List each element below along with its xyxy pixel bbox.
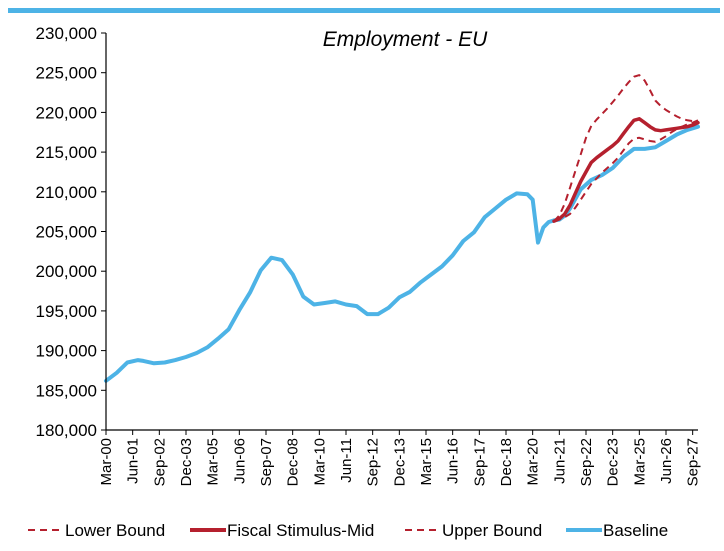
top-rule xyxy=(8,8,720,13)
series-line-lower-bound xyxy=(553,119,699,223)
y-tick-label: 190,000 xyxy=(36,342,97,361)
y-tick-label: 205,000 xyxy=(36,223,97,242)
axes-layer xyxy=(105,33,698,431)
y-tick-label: 200,000 xyxy=(36,262,97,281)
x-tick-label: Jun-01 xyxy=(125,438,142,484)
x-tick-label: Mar-10 xyxy=(311,438,328,486)
x-tick-label: Sep-27 xyxy=(685,438,702,486)
x-tick-label: Jun-11 xyxy=(338,438,355,483)
x-tick-label: Mar-20 xyxy=(525,438,542,486)
x-tick-label: Dec-23 xyxy=(605,438,622,486)
x-tick-label: Mar-25 xyxy=(631,438,648,486)
x-tick-label: Sep-22 xyxy=(578,438,595,486)
x-tick-label: Sep-07 xyxy=(258,438,275,486)
legend-label-baseline: Baseline xyxy=(603,521,668,540)
series-line-fiscal-stimulus-mid xyxy=(552,117,700,223)
legend-label-upper-bound: Upper Bound xyxy=(442,521,542,540)
x-tick-label: Jun-26 xyxy=(658,438,675,484)
x-tick-label: Sep-17 xyxy=(471,438,488,486)
x-tick-label: Mar-05 xyxy=(205,438,222,486)
series-layer xyxy=(104,74,700,383)
legend-label-fiscal-stimulus-mid: Fiscal Stimulus-Mid xyxy=(227,521,374,540)
legend: Lower Bound Fiscal Stimulus-Mid Upper Boun… xyxy=(28,521,668,540)
series-line-upper-bound xyxy=(553,74,699,222)
y-tick-label: 185,000 xyxy=(36,381,97,400)
legend-label-lower-bound: Lower Bound xyxy=(65,521,165,540)
x-tick-label: Sep-02 xyxy=(151,438,168,486)
y-tick-label: 220,000 xyxy=(36,103,97,122)
x-tick-label: Mar-15 xyxy=(418,438,435,486)
y-tick-label: 180,000 xyxy=(36,421,97,440)
x-tick-label: Dec-13 xyxy=(391,438,408,486)
x-tick-label: Dec-03 xyxy=(178,438,195,486)
y-tick-label: 210,000 xyxy=(36,183,97,202)
chart-title: Employment - EU xyxy=(323,28,488,51)
series-line-baseline xyxy=(104,124,700,383)
x-tick-label: Jun-21 xyxy=(551,438,568,484)
x-tick-label: Jun-16 xyxy=(445,438,462,484)
y-tick-label: 225,000 xyxy=(36,64,97,83)
x-tick-label: Mar-00 xyxy=(98,438,115,486)
x-tick-label: Jun-06 xyxy=(231,438,248,484)
x-tick-label: Sep-12 xyxy=(365,438,382,486)
y-tick-label: 195,000 xyxy=(36,302,97,321)
ticks-layer: 180,000 185,000 190,000 195,000 200,000 205,0… xyxy=(36,24,702,486)
y-tick-label: 230,000 xyxy=(36,24,97,43)
y-tick-label: 215,000 xyxy=(36,143,97,162)
x-tick-label: Dec-08 xyxy=(285,438,302,486)
x-tick-label: Dec-18 xyxy=(498,438,515,486)
